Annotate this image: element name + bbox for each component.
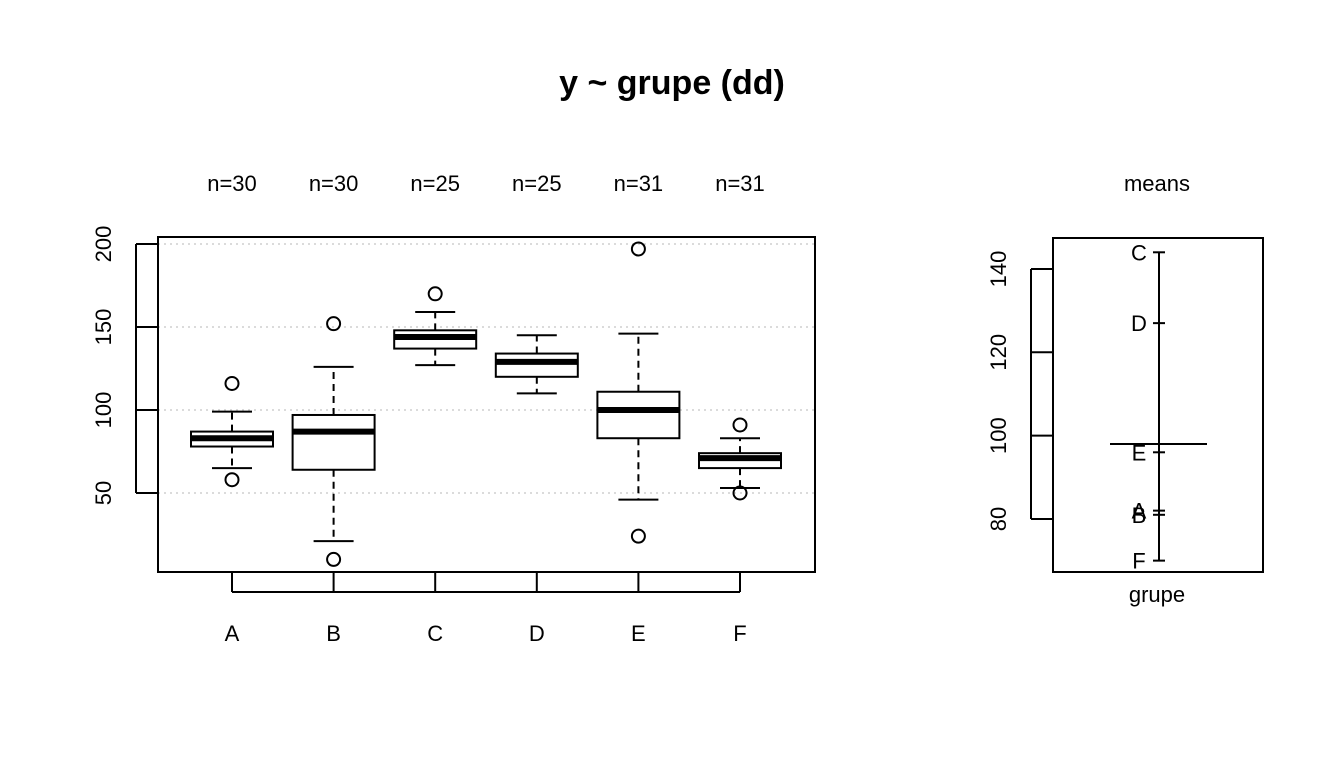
y-tick-label: 150: [91, 309, 116, 346]
means-title: means: [1124, 171, 1190, 196]
box-C: [393, 286, 478, 367]
chart-title: y ~ grupe (dd): [559, 64, 785, 102]
box-A: [190, 375, 274, 488]
iqr-box: [596, 390, 681, 440]
means-y-tick-label: 120: [986, 334, 1011, 371]
y-tick-label: 50: [91, 481, 116, 505]
group-count: n=30: [207, 171, 257, 196]
mean-label: D: [1131, 311, 1147, 336]
y-tick-label: 200: [91, 226, 116, 263]
x-tick-label: F: [733, 621, 746, 646]
mean-label: E: [1132, 440, 1147, 465]
means-y-tick-label: 140: [986, 251, 1011, 288]
group-count: n=31: [715, 171, 765, 196]
mean-label: F: [1132, 549, 1145, 574]
outlier-point: [427, 286, 443, 302]
mean-label: B: [1132, 503, 1147, 528]
x-tick-label: A: [225, 621, 240, 646]
means-marks: C D E ABF: [1110, 240, 1207, 574]
means-frame: [1052, 237, 1264, 573]
mean-label: C: [1131, 240, 1147, 265]
x-tick-label: D: [529, 621, 545, 646]
outlier-point: [732, 485, 748, 501]
iqr-box: [494, 352, 579, 378]
group-counts: n=30 n=30 n=25 n=25 n=31 n=31: [207, 171, 765, 196]
x-tick-label: C: [427, 621, 443, 646]
means-y-tick-label: 80: [986, 507, 1011, 531]
y-tick-label: 100: [91, 392, 116, 429]
group-count: n=31: [614, 171, 664, 196]
gridlines: [158, 243, 815, 494]
outlier-point: [326, 551, 342, 567]
box-D: [494, 334, 579, 395]
mean-label: A: [1132, 499, 1147, 524]
means-y-tick-label: 100: [986, 417, 1011, 454]
outlier-point: [732, 417, 748, 433]
means-panel: means grupe 80 100 120 140 C D E ABF: [986, 171, 1264, 607]
iqr-box: [291, 413, 376, 471]
boxes: [190, 241, 782, 567]
box-B: [291, 316, 376, 567]
group-count: n=25: [410, 171, 460, 196]
outlier-point: [630, 528, 646, 544]
means-y-axis: 80 100 120 140: [986, 251, 1053, 531]
x-axis: A B C D E F: [225, 572, 747, 646]
group-count: n=25: [512, 171, 562, 196]
group-count: n=30: [309, 171, 359, 196]
outlier-point: [224, 472, 240, 488]
box-F: [698, 417, 782, 501]
x-tick-label: B: [326, 621, 341, 646]
x-tick-label: E: [631, 621, 646, 646]
outlier-point: [224, 375, 240, 391]
means-xlabel: grupe: [1129, 582, 1185, 607]
plot-frame: [157, 236, 816, 573]
outlier-point: [630, 241, 646, 257]
y-axis: 50 100 150 200: [91, 226, 158, 505]
outlier-point: [326, 316, 342, 332]
box-E: [596, 241, 681, 544]
